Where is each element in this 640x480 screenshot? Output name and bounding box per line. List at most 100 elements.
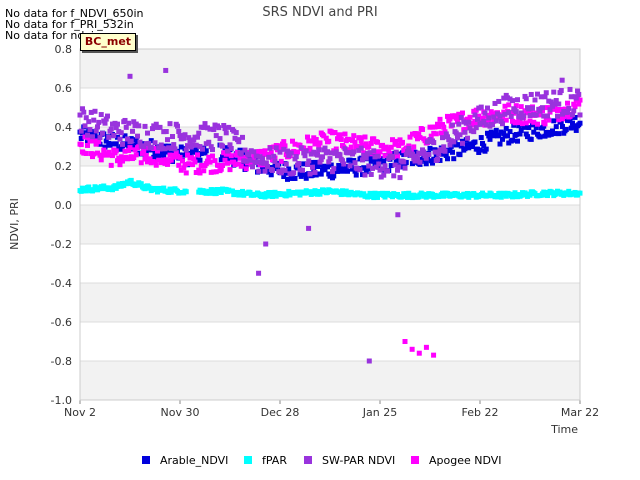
data-point	[471, 129, 477, 135]
data-point	[543, 90, 549, 96]
data-point	[220, 162, 225, 168]
data-point	[103, 116, 109, 122]
data-point	[552, 101, 558, 107]
data-point	[318, 171, 324, 177]
data-point	[293, 154, 299, 160]
data-point	[533, 125, 539, 131]
data-point	[551, 118, 557, 124]
data-point	[547, 107, 553, 113]
data-point	[535, 121, 540, 127]
data-point	[175, 123, 180, 129]
data-point	[371, 136, 377, 142]
data-point	[568, 94, 574, 100]
data-point	[391, 173, 397, 179]
data-point	[265, 151, 270, 157]
data-point	[486, 133, 492, 139]
data-point	[377, 149, 383, 155]
site-badge[interactable]: BC_met	[80, 33, 136, 51]
data-point	[518, 110, 524, 116]
data-point	[565, 109, 570, 115]
data-point	[283, 161, 289, 167]
data-point	[441, 124, 447, 130]
data-point	[153, 153, 159, 159]
data-point	[100, 130, 105, 136]
data-point	[443, 131, 449, 137]
data-point	[211, 187, 217, 193]
data-point	[307, 145, 313, 151]
data-point	[535, 91, 540, 97]
data-point	[363, 141, 369, 147]
data-point	[545, 113, 550, 119]
data-point	[386, 147, 392, 153]
data-point	[475, 116, 480, 122]
data-point	[442, 148, 448, 154]
outlier-point	[559, 77, 565, 83]
legend-swatch-fpar	[244, 456, 252, 464]
data-point	[163, 129, 169, 135]
legend-item-swpar[interactable]: SW-PAR NDVI	[304, 453, 395, 469]
data-point	[397, 175, 403, 181]
data-point	[240, 134, 245, 140]
data-point	[481, 143, 487, 149]
data-point	[178, 144, 184, 150]
plot-frame	[79, 48, 581, 401]
data-point	[150, 126, 155, 132]
data-point	[325, 149, 330, 155]
data-point	[537, 108, 543, 114]
data-point	[502, 111, 508, 117]
data-point	[460, 140, 465, 146]
data-point	[420, 126, 425, 132]
data-point	[511, 122, 517, 128]
plot-band	[80, 283, 580, 322]
data-point	[185, 152, 190, 158]
data-point	[170, 134, 175, 140]
data-point	[466, 119, 472, 125]
legend-item-apogee[interactable]: Apogee NDVI	[411, 453, 502, 469]
data-point	[542, 94, 548, 100]
data-point	[78, 128, 84, 134]
data-point	[512, 190, 518, 196]
data-point	[421, 149, 427, 155]
data-point	[108, 141, 114, 147]
data-point	[500, 136, 505, 142]
data-point	[120, 158, 125, 164]
plot-band	[80, 205, 580, 244]
data-point	[467, 114, 473, 120]
data-point	[550, 128, 555, 134]
data-point	[313, 136, 319, 142]
data-point	[577, 97, 583, 103]
data-point	[171, 142, 177, 148]
data-point	[138, 181, 144, 187]
data-point	[227, 142, 233, 148]
data-point	[283, 170, 289, 176]
data-point	[298, 145, 304, 151]
data-point	[102, 120, 108, 126]
data-point	[135, 133, 140, 139]
data-point	[388, 163, 394, 169]
legend-item-fpar[interactable]: fPAR	[244, 453, 287, 469]
data-point	[146, 140, 152, 146]
chart-legend: Arable_NDVI fPAR SW-PAR NDVI Apogee NDVI	[0, 453, 640, 469]
data-point	[520, 121, 525, 127]
data-point	[238, 163, 244, 169]
data-point	[577, 190, 583, 196]
data-point	[246, 152, 252, 158]
data-point	[548, 99, 554, 105]
data-point	[338, 136, 344, 142]
data-point	[177, 133, 183, 139]
data-point	[576, 91, 582, 97]
x-tick-label: Jan 25	[362, 406, 397, 419]
data-point	[380, 166, 385, 172]
data-point	[472, 139, 478, 145]
data-point	[117, 146, 123, 152]
data-point	[505, 133, 510, 139]
data-point	[278, 170, 284, 176]
data-point	[130, 128, 135, 134]
data-point	[157, 124, 163, 130]
data-point	[528, 91, 534, 97]
data-point	[397, 137, 403, 143]
data-point	[341, 161, 347, 167]
legend-item-arable[interactable]: Arable_NDVI	[142, 453, 228, 469]
data-point	[447, 142, 453, 148]
data-point	[207, 159, 213, 165]
